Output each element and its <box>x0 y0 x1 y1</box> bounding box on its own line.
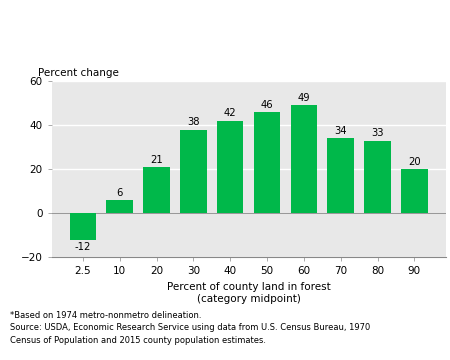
Text: 42: 42 <box>224 108 237 118</box>
Text: 20: 20 <box>408 157 421 167</box>
Bar <box>217 121 243 213</box>
Text: *Based on 1974 metro-nonmetro delineation.
Source: USDA, Economic Research Servi: *Based on 1974 metro-nonmetro delineatio… <box>10 311 370 345</box>
Text: Median nonmetropolitan* county population change, 1970-2015, by
level of forest : Median nonmetropolitan* county populatio… <box>5 18 443 41</box>
Text: 33: 33 <box>371 128 384 138</box>
Bar <box>143 167 170 213</box>
Bar <box>328 138 354 213</box>
Text: -12: -12 <box>75 242 91 252</box>
Bar <box>180 130 207 213</box>
Bar <box>291 105 317 213</box>
Text: 38: 38 <box>187 117 200 127</box>
Bar <box>401 169 427 213</box>
Bar <box>70 213 96 240</box>
Text: 34: 34 <box>334 126 347 136</box>
Bar <box>107 200 133 213</box>
Text: 46: 46 <box>261 100 273 110</box>
Text: 6: 6 <box>117 188 123 198</box>
Text: Percent change: Percent change <box>38 68 119 78</box>
X-axis label: Percent of county land in forest
(category midpoint): Percent of county land in forest (catego… <box>167 282 330 303</box>
Bar <box>364 140 391 213</box>
Bar <box>254 112 280 213</box>
Text: 21: 21 <box>150 155 163 165</box>
Text: 49: 49 <box>297 93 310 103</box>
